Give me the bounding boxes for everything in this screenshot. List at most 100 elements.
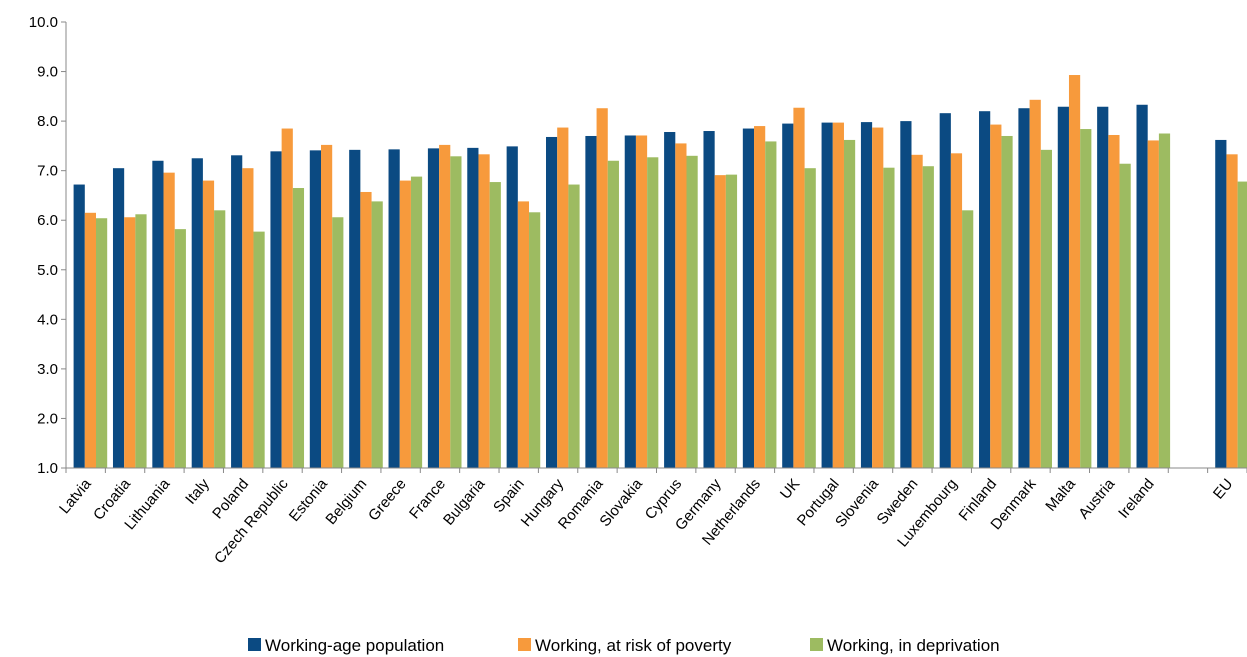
bar [427, 148, 440, 468]
bar [765, 141, 777, 468]
bar [1080, 129, 1092, 469]
y-axis: 1.0 2.0 3.0 4.0 5.0 6.0 7.0 8.0 9.0 10.0 [29, 14, 67, 477]
bar [568, 184, 580, 469]
bar [950, 153, 963, 468]
bar [922, 166, 934, 468]
y-tick-label: 9.0 [37, 64, 58, 81]
bar [725, 174, 738, 468]
bar [439, 144, 451, 468]
bar [281, 128, 293, 469]
bar [135, 214, 147, 468]
bar [242, 168, 254, 468]
bar [1119, 163, 1131, 469]
bar [332, 217, 344, 468]
bar [84, 212, 96, 468]
bar [782, 123, 794, 468]
bar [152, 160, 164, 468]
bar [163, 172, 175, 468]
bar [321, 144, 333, 468]
bars-group [73, 75, 1247, 469]
bar [112, 168, 125, 468]
bar [860, 122, 873, 468]
x-category-label: Slovenia [832, 475, 882, 531]
x-category-label: Malta [1042, 475, 1079, 515]
bar [686, 155, 698, 469]
bar [647, 157, 659, 469]
bar [253, 231, 265, 468]
x-category-label: Bulgaria [440, 475, 489, 529]
y-tick-label: 4.0 [37, 311, 58, 328]
x-category-label: Belgium [322, 476, 370, 528]
y-tick-label: 6.0 [37, 212, 58, 229]
bar [1029, 99, 1041, 469]
bar [214, 210, 226, 468]
bar [624, 135, 636, 469]
bar [1215, 139, 1227, 468]
x-category-label: Austria [1075, 475, 1118, 522]
bar [124, 217, 136, 468]
bar [742, 128, 755, 469]
bar [349, 149, 361, 468]
bar [546, 136, 558, 468]
bar [754, 126, 766, 468]
bar [529, 212, 541, 468]
bar [371, 201, 383, 468]
bar [410, 176, 423, 469]
bar [191, 158, 203, 468]
bar [675, 143, 687, 468]
bar [714, 175, 726, 468]
x-category-label: UK [777, 476, 803, 503]
bar [96, 218, 108, 468]
y-tick-label: 8.0 [37, 113, 58, 130]
bar [939, 113, 951, 469]
bar [467, 147, 479, 468]
legend-swatch [810, 638, 823, 651]
bar [664, 132, 676, 468]
bar [703, 131, 715, 468]
bar [489, 182, 501, 468]
bar [506, 146, 518, 468]
bar [821, 122, 833, 468]
x-category-label: Spain [490, 476, 528, 516]
bar [1147, 140, 1159, 468]
bar [843, 139, 856, 468]
bar [1226, 154, 1238, 468]
bar [399, 180, 411, 468]
bar [911, 154, 923, 468]
bar [990, 124, 1002, 468]
bar [1097, 106, 1109, 469]
bar [883, 167, 895, 468]
x-category-label: EU [1210, 476, 1236, 503]
y-tick-label: 10.0 [29, 14, 58, 31]
bar [635, 135, 648, 469]
y-tick-label: 5.0 [37, 262, 58, 279]
bar [607, 160, 619, 468]
bar [270, 151, 282, 468]
bar [1108, 134, 1120, 469]
bar [478, 154, 490, 468]
bar [596, 108, 608, 468]
bar [1057, 106, 1069, 469]
legend-swatch [248, 638, 261, 651]
bar [292, 188, 305, 468]
y-tick-label: 2.0 [37, 410, 58, 427]
bar [309, 150, 321, 468]
bar [1158, 133, 1171, 468]
bar [174, 229, 186, 468]
y-tick-label: 3.0 [37, 361, 58, 378]
bar [557, 127, 569, 469]
bar [804, 168, 816, 468]
bar [450, 156, 462, 469]
x-category-label: Latvia [56, 475, 95, 517]
legend-label: Working, in deprivation [827, 636, 1000, 655]
bar [517, 201, 530, 468]
bar [1136, 104, 1148, 468]
bar [585, 135, 597, 469]
bar [73, 184, 85, 469]
bar [832, 122, 844, 468]
x-category-label: Greece [365, 476, 410, 525]
bar [962, 210, 974, 468]
bar [231, 155, 243, 469]
